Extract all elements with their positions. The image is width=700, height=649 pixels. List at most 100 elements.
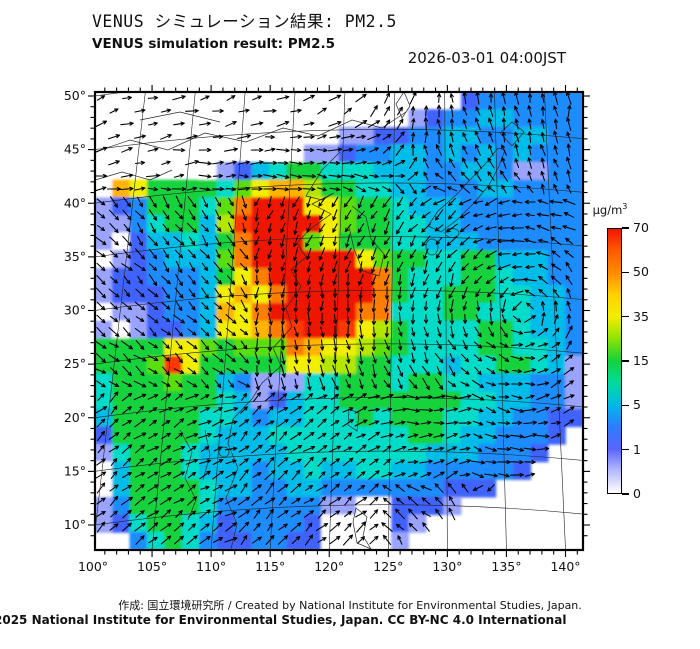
heatmap-cell xyxy=(234,373,253,392)
heatmap-cell xyxy=(181,514,200,533)
island-outline xyxy=(425,238,439,256)
heatmap-cell xyxy=(181,373,200,392)
heatmap-cell xyxy=(181,267,200,287)
heatmap-cell xyxy=(390,408,410,428)
valid-datetime: 2026-03-01 04:00JST xyxy=(407,49,566,67)
heatmap-cell xyxy=(547,408,566,428)
heatmap-cell xyxy=(181,197,200,216)
heatmap-cell xyxy=(96,426,113,445)
coastline-path xyxy=(225,151,341,549)
heatmap-cell xyxy=(303,338,322,357)
heatmap-cell xyxy=(495,320,514,339)
heatmap-cell xyxy=(251,391,270,410)
heatmap-cell xyxy=(425,267,444,287)
heatmap-cell xyxy=(565,355,582,375)
heatmap-cell xyxy=(530,391,549,410)
heatmap-cell xyxy=(199,250,218,269)
heatmap-cell xyxy=(129,250,148,269)
heatmap-cell xyxy=(146,267,166,287)
heatmap-cell xyxy=(408,232,427,251)
heatmap-cell xyxy=(356,303,375,322)
heatmap-cell xyxy=(216,320,235,339)
heatmap-cell xyxy=(443,303,462,322)
heatmap-cell xyxy=(460,373,479,392)
heatmap-cell xyxy=(530,144,549,163)
heatmap-cell xyxy=(96,355,113,375)
heatmap-cell xyxy=(390,126,410,146)
heatmap-cell xyxy=(408,338,427,357)
coastline-path xyxy=(427,147,506,233)
heatmap-cell xyxy=(303,267,322,287)
lat-tick-label: 30° xyxy=(64,303,86,318)
lon-tick-label: 110° xyxy=(196,559,226,574)
heatmap-cell xyxy=(390,391,410,410)
heatmap-cell xyxy=(443,373,462,392)
heatmap-cell xyxy=(495,408,514,428)
colorbar-tick-label: 5 xyxy=(633,397,641,413)
heatmap-cell xyxy=(356,373,375,392)
colorbar-tick-label: 0 xyxy=(633,486,641,501)
heatmap-cell xyxy=(478,355,497,375)
heatmap-cell xyxy=(443,443,462,463)
heatmap-cell xyxy=(181,426,200,445)
heatmap-cell xyxy=(321,303,340,322)
heatmap-cell xyxy=(460,250,479,269)
heatmap-cell xyxy=(251,197,270,216)
heatmap-cell xyxy=(425,391,444,410)
heatmap-cell xyxy=(146,373,166,392)
heatmap-cell xyxy=(565,373,582,392)
heatmap-cell xyxy=(530,285,549,304)
heatmap-cell xyxy=(512,338,532,357)
heatmap-cell xyxy=(96,443,113,463)
heatmap-cell xyxy=(373,426,392,445)
heatmap-cell xyxy=(512,214,532,234)
heatmap-cell xyxy=(199,232,218,251)
heatmap-cell xyxy=(164,461,183,480)
heatmap-cell xyxy=(234,355,253,375)
heatmap-cell xyxy=(338,443,357,463)
heatmap-cell xyxy=(338,214,357,234)
heatmap-cell xyxy=(286,426,305,445)
lat-tick-label: 50° xyxy=(64,88,86,103)
heatmap-cell xyxy=(530,126,549,146)
heatmap-cell xyxy=(146,250,166,269)
heatmap-cell xyxy=(460,232,479,251)
heatmap-cell xyxy=(478,109,497,128)
colorbar-tick-label: 50 xyxy=(633,264,649,280)
heatmap-cell xyxy=(547,109,566,128)
heatmap-cell xyxy=(512,391,532,410)
heatmap-cell xyxy=(234,197,253,216)
heatmap-cell xyxy=(96,197,113,216)
heatmap-cell xyxy=(460,461,479,480)
heatmap-cell xyxy=(356,532,375,549)
heatmap-cell xyxy=(460,320,479,339)
heatmap-cell xyxy=(478,479,497,498)
heatmap-cell xyxy=(286,408,305,428)
lat-tick-label: 20° xyxy=(64,410,86,425)
heatmap-cell xyxy=(512,179,532,199)
heatmap-cell xyxy=(425,285,444,304)
heatmap-cell xyxy=(321,267,340,287)
heatmap-cell xyxy=(146,214,166,234)
heatmap-cell xyxy=(512,303,532,322)
heatmap-cell xyxy=(565,214,582,234)
heatmap-cell xyxy=(356,179,375,199)
heatmap-cell xyxy=(303,355,322,375)
heatmap-cell xyxy=(216,250,235,269)
heatmap-cell xyxy=(390,144,410,163)
heatmap-cell xyxy=(460,303,479,322)
heatmap-cell xyxy=(303,285,322,304)
heatmap-cell xyxy=(199,373,218,392)
heatmap-cell xyxy=(565,320,582,339)
heatmap-cell xyxy=(408,355,427,375)
heatmap-cell xyxy=(443,461,462,480)
heatmap-cell xyxy=(495,391,514,410)
heatmap-cell xyxy=(268,461,288,480)
heatmap-cell xyxy=(425,479,444,498)
heatmap-cell xyxy=(443,320,462,339)
heatmap-cell xyxy=(303,232,322,251)
heatmap-cell xyxy=(146,303,166,322)
colorbar-tick-mark xyxy=(622,448,629,451)
heatmap-cell xyxy=(181,408,200,428)
heatmap-cell xyxy=(112,373,131,392)
